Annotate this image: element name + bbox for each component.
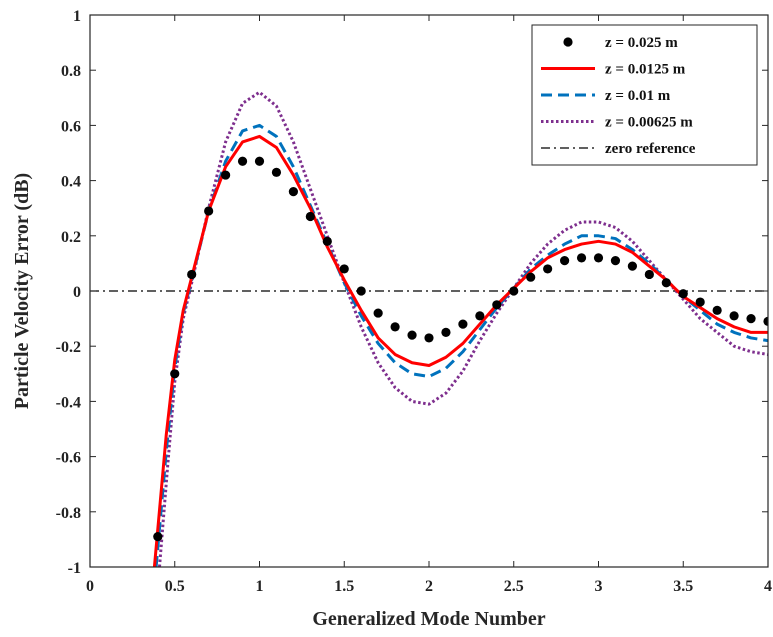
data-point <box>339 264 349 274</box>
y-tick-label: 0 <box>73 284 81 301</box>
data-point <box>746 314 756 324</box>
data-point <box>695 297 705 307</box>
legend-box <box>531 24 758 166</box>
data-point <box>475 311 485 321</box>
data-point <box>288 187 298 197</box>
y-tick-label: -0.2 <box>56 339 81 356</box>
data-point <box>526 272 536 282</box>
data-point <box>576 253 587 263</box>
legend: z = 0.025 m z = 0.0125 m z = 0.01 m z = 0.0… <box>531 24 758 166</box>
data-point <box>373 308 383 318</box>
x-tick-label: 0.5 <box>165 578 185 595</box>
tick-layer: 0 0.5 1 1.5 2 2.5 3 3.5 4 -1 -0.8 -0.6 -0.4 -0.2 0 0.2 0… <box>56 8 772 595</box>
x-tick-label: 3 <box>595 578 603 595</box>
data-point <box>407 330 417 340</box>
x-axis-label: Generalized Mode Number <box>312 608 545 630</box>
data-point <box>204 206 214 216</box>
data-point <box>644 269 654 280</box>
series-layer <box>90 90 768 567</box>
data-point <box>712 305 722 315</box>
data-point <box>153 532 163 542</box>
data-point <box>441 327 451 337</box>
x-tick-label: 1 <box>256 578 264 595</box>
data-point <box>763 316 768 326</box>
data-point <box>729 311 739 321</box>
legend-label: zero reference <box>605 141 696 157</box>
data-point <box>237 156 248 166</box>
legend-swatch <box>563 37 573 47</box>
data-point <box>627 261 638 271</box>
data-point <box>560 256 570 266</box>
data-point <box>322 236 332 246</box>
y-tick-label: 1 <box>73 8 81 25</box>
y-tick-label: -1 <box>68 560 81 577</box>
x-tick-label: 2 <box>425 578 433 595</box>
data-point <box>492 300 502 310</box>
data-point <box>678 289 688 299</box>
data-point <box>390 322 400 332</box>
data-point <box>610 256 621 266</box>
data-point <box>254 156 265 166</box>
y-tick-label: 0.4 <box>61 174 81 191</box>
data-point <box>271 167 282 177</box>
x-tick-label: 4 <box>764 578 772 595</box>
y-tick-label: -0.4 <box>56 394 81 411</box>
x-tick-label: 1.5 <box>334 578 354 595</box>
data-point <box>424 333 434 343</box>
series-line-z-0-0125-m <box>152 134 768 567</box>
data-point <box>543 264 553 274</box>
data-point <box>305 211 315 222</box>
data-point <box>593 253 604 263</box>
y-tick-label: -0.6 <box>56 450 81 467</box>
x-tick-label: 2.5 <box>504 578 524 595</box>
legend-label: z = 0.00625 m <box>605 115 693 131</box>
y-tick-label: 0.6 <box>61 118 81 135</box>
data-point <box>170 369 180 379</box>
y-tick-label: -0.8 <box>56 505 81 522</box>
y-tick-label: 0.2 <box>61 229 81 246</box>
legend-label: z = 0.025 m <box>605 35 678 51</box>
series-z-0-025-m <box>153 156 768 542</box>
legend-label: z = 0.0125 m <box>605 62 686 78</box>
data-point <box>509 286 519 296</box>
y-axis-label: Particle Velocity Error (dB) <box>11 173 33 409</box>
data-point <box>661 278 671 288</box>
data-point <box>187 269 197 280</box>
data-point <box>356 286 366 296</box>
data-point <box>221 170 231 180</box>
data-point <box>458 319 468 329</box>
legend-label: z = 0.01 m <box>605 88 671 104</box>
x-tick-label: 3.5 <box>673 578 693 595</box>
y-tick-label: 0.8 <box>61 63 81 80</box>
x-tick-label: 0 <box>86 578 94 595</box>
